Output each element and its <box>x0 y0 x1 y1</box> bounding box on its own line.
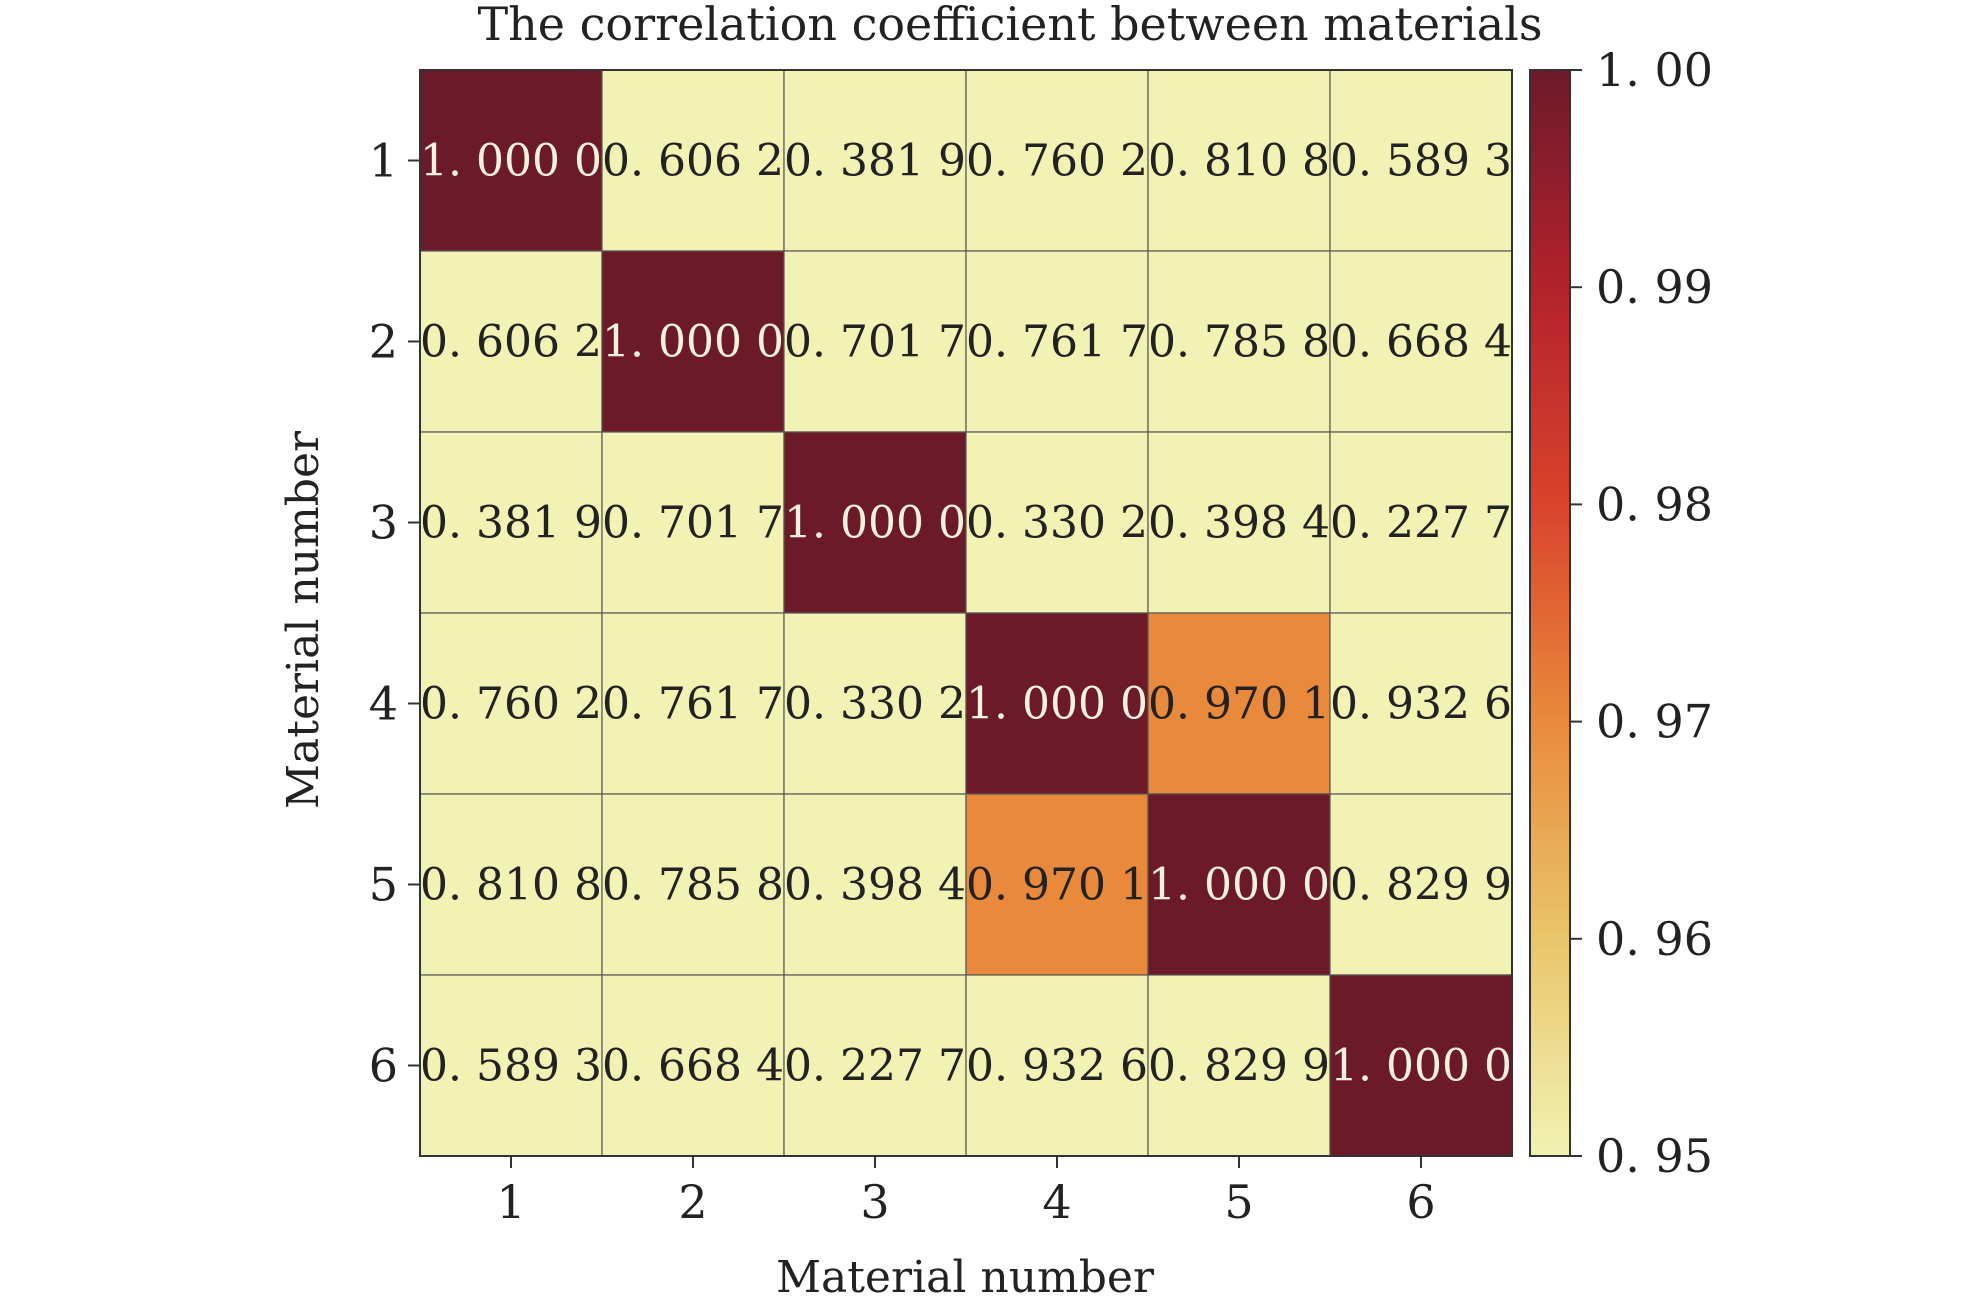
cell-value-label-r4-c2: 0. 761 7 <box>602 679 784 730</box>
cell-value-label-r1-c3: 0. 381 9 <box>784 136 966 187</box>
cell-value-label-r1-c4: 0. 760 2 <box>966 136 1148 187</box>
y-tick-label-4: 4 <box>369 677 398 731</box>
heatmap-cell-r3-c3 <box>783 431 967 614</box>
cell-value-label-r1-c2: 0. 606 2 <box>602 136 784 187</box>
cell-value-label-r4-c4: 1. 000 0 <box>966 679 1148 730</box>
heatmap-cell-r3-c6 <box>1329 431 1513 614</box>
x-tick-label-6: 6 <box>1406 1175 1435 1229</box>
heatmap-cell-r4-c4 <box>965 612 1149 795</box>
cell-value-label-r1-c5: 0. 810 8 <box>1148 136 1330 187</box>
heatmap-cell-r4-c1 <box>419 612 603 795</box>
heatmap-cell-r5-c1 <box>419 793 603 976</box>
cell-value-label-r4-c1: 0. 760 2 <box>420 679 602 730</box>
heatmap-cell-r3-c1 <box>419 431 603 614</box>
cell-value-label-r2-c5: 0. 785 8 <box>1148 317 1330 368</box>
x-tick-label-5: 5 <box>1224 1175 1253 1229</box>
heatmap-cell-r1-c1 <box>419 69 603 252</box>
heatmap-cell-r1-c4 <box>965 69 1149 252</box>
cell-value-label-r5-c4: 0. 970 1 <box>966 860 1148 911</box>
y-tick-label-6: 6 <box>369 1039 398 1093</box>
x-tick-label-2: 2 <box>678 1175 707 1229</box>
y-axis-label: Material number <box>278 430 329 809</box>
colorbar: 0. 95 0. 96 0. 97 0. 98 0. 99 1. 00 <box>1529 43 1713 1183</box>
chart-title: The correlation coefficient between mate… <box>477 0 1542 51</box>
colorbar-tick-label-1: 0. 96 <box>1596 912 1713 966</box>
heatmap-cell-r6-c5 <box>1147 974 1331 1157</box>
cell-value-label-r2-c6: 0. 668 4 <box>1330 317 1512 368</box>
cell-value-label-r5-c2: 0. 785 8 <box>602 860 784 911</box>
cell-value-label-r3-c3: 1. 000 0 <box>784 498 966 549</box>
heatmap-cell-r4-c3 <box>783 612 967 795</box>
x-tick-label-1: 1 <box>496 1175 525 1229</box>
heatmap-cell-r4-c2 <box>601 612 785 795</box>
cell-value-label-r5-c5: 1. 000 0 <box>1148 860 1330 911</box>
cell-value-label-r6-c6: 1. 000 0 <box>1330 1041 1512 1092</box>
colorbar-tick-label-5: 1. 00 <box>1596 43 1713 97</box>
heatmap-cell-r4-c5 <box>1147 612 1331 795</box>
heatmap-axes: 1 2 3 4 5 6 1 2 3 4 5 6 <box>369 69 1513 1229</box>
cell-value-label-r1-c6: 0. 589 3 <box>1330 136 1512 187</box>
plot-frame <box>419 69 1513 1157</box>
cell-value-label-r6-c1: 0. 589 3 <box>420 1041 602 1092</box>
cell-value-label-r2-c2: 1. 000 0 <box>602 317 784 368</box>
heatmap-cell-r6-c1 <box>419 974 603 1157</box>
cell-value-label-r5-c6: 0. 829 9 <box>1330 860 1512 911</box>
cell-value-label-r4-c6: 0. 932 6 <box>1330 679 1512 730</box>
cell-value-label-r1-c1: 1. 000 0 <box>420 136 602 187</box>
heatmap-cell-r1-c6 <box>1329 69 1513 252</box>
heatmap-cell-r3-c2 <box>601 431 785 614</box>
colorbar-gradient <box>1529 69 1571 1157</box>
x-axis-label: Material number <box>776 1252 1155 1300</box>
heatmap-cell-r1-c5 <box>1147 69 1331 252</box>
colorbar-tick-label-2: 0. 97 <box>1596 695 1713 749</box>
cell-value-label-r3-c6: 0. 227 7 <box>1330 498 1512 549</box>
x-tick-label-3: 3 <box>860 1175 889 1229</box>
colorbar-tick-label-4: 0. 99 <box>1596 260 1713 314</box>
heatmap-cell-labels: 1. 000 0 0. 606 2 0. 381 9 0. 760 2 0. 810 8… <box>420 136 1512 1092</box>
cell-value-label-r3-c1: 0. 381 9 <box>420 498 602 549</box>
x-tick-label-4: 4 <box>1042 1175 1071 1229</box>
heatmap-cell-r2-c1 <box>419 250 603 433</box>
cell-value-label-r6-c4: 0. 932 6 <box>966 1041 1148 1092</box>
cell-value-label-r4-c3: 0. 330 2 <box>784 679 966 730</box>
cell-value-label-r6-c5: 0. 829 9 <box>1148 1041 1330 1092</box>
heatmap-cell-r5-c3 <box>783 793 967 976</box>
cell-value-label-r2-c1: 0. 606 2 <box>420 317 602 368</box>
heatmap-cells <box>419 69 1513 1157</box>
cell-value-label-r5-c1: 0. 810 8 <box>420 860 602 911</box>
colorbar-tick-label-0: 0. 95 <box>1596 1129 1713 1183</box>
y-tick-label-1: 1 <box>369 134 398 188</box>
cell-value-label-r3-c5: 0. 398 4 <box>1148 498 1330 549</box>
heatmap-cell-r2-c6 <box>1329 250 1513 433</box>
heatmap-cell-r2-c4 <box>965 250 1149 433</box>
heatmap-cell-r5-c5 <box>1147 793 1331 976</box>
cell-value-label-r3-c2: 0. 701 7 <box>602 498 784 549</box>
y-tick-label-5: 5 <box>369 858 398 912</box>
heatmap-cell-r3-c4 <box>965 431 1149 614</box>
cell-value-label-r3-c4: 0. 330 2 <box>966 498 1148 549</box>
heatmap-cell-r6-c4 <box>965 974 1149 1157</box>
heatmap-cell-r5-c4 <box>965 793 1149 976</box>
colorbar-tick-label-3: 0. 98 <box>1596 477 1713 531</box>
cell-value-label-r6-c3: 0. 227 7 <box>784 1041 966 1092</box>
cell-value-label-r2-c4: 0. 761 7 <box>966 317 1148 368</box>
cell-value-label-r6-c2: 0. 668 4 <box>602 1041 784 1092</box>
heatmap-cell-r1-c2 <box>601 69 785 252</box>
cell-value-label-r5-c3: 0. 398 4 <box>784 860 966 911</box>
heatmap-cell-r2-c2 <box>601 250 785 433</box>
y-tick-label-2: 2 <box>369 315 398 369</box>
cell-value-label-r4-c5: 0. 970 1 <box>1148 679 1330 730</box>
y-tick-label-3: 3 <box>369 496 398 550</box>
heatmap-cell-r6-c6 <box>1329 974 1513 1157</box>
cell-value-label-r2-c3: 0. 701 7 <box>784 317 966 368</box>
heatmap-cell-r3-c5 <box>1147 431 1331 614</box>
